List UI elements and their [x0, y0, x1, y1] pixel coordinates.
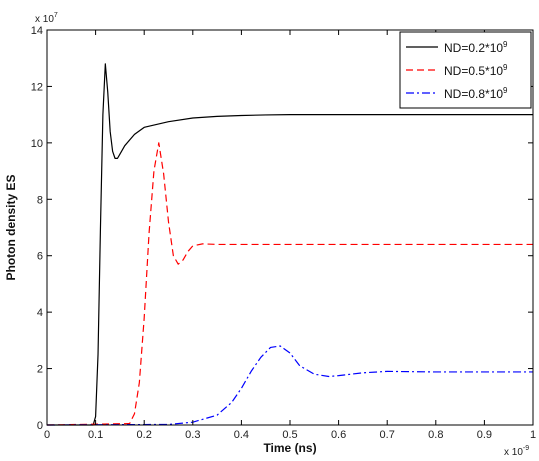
- legend-entry-3: ND=0.8*109: [406, 86, 508, 101]
- legend: ND=0.2*109 ND=0.5*109 ND=0.8*109: [399, 31, 532, 109]
- y-axis-exponent: x 107: [35, 12, 58, 25]
- y-axis-label: Photon density ES: [4, 174, 18, 280]
- y-tick-label: 0: [37, 420, 43, 432]
- x-axis-label: Time (ns): [263, 441, 316, 455]
- x-tick-label: 0.5: [282, 429, 297, 441]
- x-tick-label: 0.4: [234, 429, 249, 441]
- x-axis-exponent: x 10-9: [504, 445, 529, 458]
- legend-label-1: ND=0.2*109: [444, 40, 508, 55]
- legend-entry-1: ND=0.2*109: [406, 40, 508, 55]
- legend-entry-2: ND=0.5*109: [406, 63, 508, 78]
- x-tick-label: 0.7: [380, 429, 395, 441]
- y-tick-label: 10: [31, 138, 43, 150]
- x-tick-label: 0.9: [477, 429, 492, 441]
- legend-label-3: ND=0.8*109: [444, 86, 508, 101]
- series-line-1: [47, 63, 533, 426]
- y-tick-label: 14: [31, 25, 43, 37]
- x-tick-label: 0.8: [428, 429, 443, 441]
- x-tick-label: 0.2: [137, 429, 152, 441]
- y-tick-label: 12: [31, 81, 43, 93]
- series-line-3: [46, 345, 533, 426]
- x-tick-label: 0.3: [185, 429, 200, 441]
- y-tick-label: 6: [37, 251, 43, 263]
- y-tick-label: 2: [37, 364, 43, 376]
- x-tick-label: 0: [44, 429, 50, 441]
- x-tick-label: 1: [530, 429, 536, 441]
- series-layer: [46, 63, 533, 426]
- legend-label-2: ND=0.5*109: [444, 63, 508, 78]
- series-line-2: [46, 142, 533, 426]
- x-tick-label: 0.6: [331, 429, 346, 441]
- y-tick-label: 4: [37, 307, 43, 319]
- y-tick-label: 8: [37, 194, 43, 206]
- x-tick-label: 0.1: [88, 429, 103, 441]
